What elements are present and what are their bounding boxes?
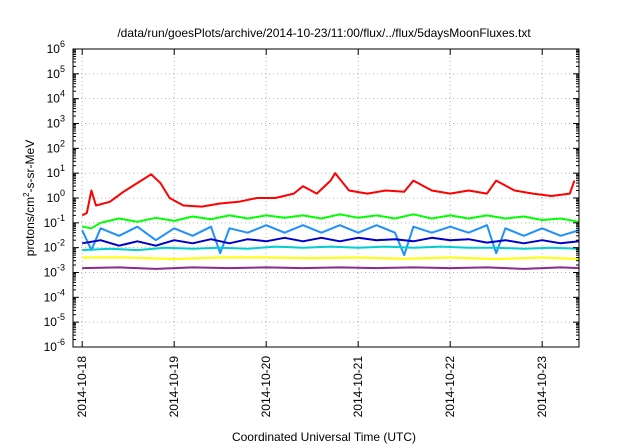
series-line-7 [82, 266, 580, 270]
series-line-2 [82, 213, 580, 230]
axes: 106 105 104 103 102 101 100 10-1 10-2 10-3 10-4 10-… [44, 39, 579, 417]
y-tick-label: 10-4 [44, 287, 65, 304]
y-tick-label: 10-2 [44, 238, 65, 255]
x-tick-label: 2014-10-21 [351, 356, 365, 418]
x-tick-label: 2014-10-23 [535, 356, 549, 418]
y-tick-label: 10-3 [44, 263, 65, 280]
y-tick-label: 102 [47, 138, 65, 155]
series-line-4 [82, 236, 580, 247]
y-tick-label: 101 [47, 163, 65, 180]
series-line-6 [82, 256, 580, 260]
y-tick-label: 106 [47, 39, 65, 56]
y-tick-label: 100 [47, 188, 65, 205]
x-tick-label: 2014-10-19 [167, 356, 181, 418]
series-layer [81, 172, 580, 270]
y-tick-label: 104 [47, 89, 65, 106]
series-line-5 [82, 245, 580, 252]
y-tick-label: 10-5 [44, 312, 65, 329]
y-tick-label: 10-6 [44, 337, 65, 354]
plot-frame [72, 48, 580, 348]
y-tick-label: 10-1 [44, 213, 65, 230]
x-tick-label: 2014-10-22 [443, 356, 457, 418]
y-tick-label: 105 [47, 64, 65, 81]
x-axis-label: Coordinated Universal Time (UTC) [232, 430, 416, 444]
x-tick-label: 2014-10-18 [75, 356, 89, 418]
grid [73, 49, 579, 347]
y-axis-label: protons/cm2-s-sr-MeV [22, 140, 37, 256]
series-line-1 [81, 172, 576, 217]
chart-title: /data/run/goesPlots/archive/2014-10-23/1… [117, 26, 531, 40]
y-tick-label: 103 [47, 114, 65, 131]
x-tick-label: 2014-10-20 [259, 356, 273, 418]
